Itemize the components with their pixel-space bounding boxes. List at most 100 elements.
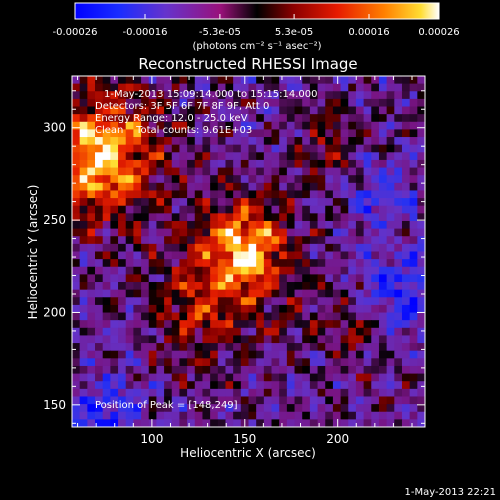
heatmap-cell — [417, 83, 425, 92]
heatmap-cell — [348, 320, 357, 329]
heatmap-cell — [394, 358, 403, 367]
heatmap-cell — [371, 365, 380, 375]
heatmap-cell — [340, 320, 349, 329]
heatmap-cell — [309, 198, 319, 207]
heatmap-cell — [325, 365, 334, 375]
heatmap-cell — [141, 327, 150, 337]
heatmap-cell — [302, 388, 311, 398]
heatmap-cell — [171, 76, 181, 85]
heatmap-cell — [210, 121, 219, 131]
heatmap-cell — [72, 152, 81, 161]
heatmap-cell — [110, 312, 119, 321]
heatmap-cell — [102, 228, 111, 237]
heatmap-cell — [317, 343, 326, 352]
heatmap-cell — [294, 297, 303, 306]
heatmap-cell — [179, 251, 188, 260]
heatmap-cell — [217, 266, 227, 275]
heatmap-cell — [409, 167, 418, 176]
heatmap-cell — [118, 335, 127, 344]
heatmap-cell — [302, 159, 311, 169]
heatmap-cell — [79, 205, 88, 214]
heatmap-cell — [202, 396, 211, 405]
heatmap-cell — [179, 327, 188, 337]
heatmap-cell — [294, 198, 303, 207]
heatmap-cell — [210, 198, 219, 207]
heatmap-cell — [87, 236, 96, 245]
heatmap-cell — [286, 213, 296, 222]
heatmap-cell — [156, 297, 165, 306]
heatmap-cell — [332, 274, 342, 283]
heatmap-cell — [294, 205, 303, 214]
heatmap-cell — [179, 335, 188, 344]
y-tick-label: 150 — [43, 398, 66, 412]
heatmap-cell — [95, 91, 104, 100]
heatmap-cell — [348, 83, 357, 92]
heatmap-cell — [164, 91, 173, 100]
heatmap-cell — [79, 304, 88, 314]
heatmap-cell — [325, 388, 334, 398]
heatmap-cell — [394, 343, 403, 352]
colorbar-tick-label: -0.00016 — [123, 27, 168, 38]
heatmap-cell — [279, 365, 288, 375]
heatmap-cell — [125, 411, 134, 420]
heatmap-cell — [401, 320, 411, 329]
heatmap-cell — [179, 404, 188, 413]
heatmap-cell — [279, 167, 288, 176]
heatmap-cell — [302, 411, 311, 420]
heatmap-cell — [240, 266, 250, 275]
heatmap-cell — [394, 213, 403, 222]
annotation-detectors: Detectors: 3F 5F 6F 7F 8F 9F, Att 0 — [95, 101, 269, 112]
heatmap-cell — [286, 411, 296, 420]
heatmap-cell — [118, 274, 127, 283]
heatmap-cell — [110, 220, 119, 230]
heatmap-cell — [179, 220, 188, 230]
heatmap-cell — [355, 98, 365, 108]
heatmap-cell — [156, 419, 165, 427]
heatmap-cell — [417, 190, 425, 199]
heatmap-cell — [371, 121, 380, 131]
x-tick-label: 150 — [233, 432, 256, 446]
heatmap-cell — [317, 159, 326, 169]
heatmap-cell — [401, 411, 411, 420]
heatmap-cell — [248, 274, 257, 283]
heatmap-cell — [378, 144, 388, 153]
heatmap-cell — [409, 198, 418, 207]
heatmap-cell — [394, 404, 403, 413]
heatmap-cell — [125, 175, 134, 184]
heatmap-cell — [340, 121, 349, 131]
heatmap-cell — [225, 228, 234, 237]
heatmap-cell — [125, 312, 134, 321]
heatmap-cell — [386, 236, 395, 245]
heatmap-cell — [378, 114, 388, 123]
heatmap-cell — [233, 327, 242, 337]
heatmap-cell — [317, 190, 326, 199]
heatmap-cell — [286, 289, 296, 298]
heatmap-cell — [279, 228, 288, 237]
heatmap-cell — [332, 419, 342, 427]
heatmap-cell — [294, 190, 303, 199]
heatmap-cell — [248, 167, 257, 176]
heatmap-cell — [148, 175, 158, 184]
heatmap-cell — [233, 167, 242, 176]
heatmap-cell — [125, 289, 134, 298]
heatmap-cell — [279, 175, 288, 184]
heatmap-cell — [279, 190, 288, 199]
heatmap-cell — [325, 137, 334, 146]
heatmap-cell — [317, 289, 326, 298]
heatmap-cell — [332, 236, 342, 245]
heatmap-cell — [95, 335, 104, 344]
heatmap-cell — [378, 76, 388, 85]
heatmap-cell — [355, 320, 365, 329]
heatmap-cell — [79, 350, 88, 359]
heatmap-cell — [332, 350, 342, 359]
heatmap-cell — [87, 129, 96, 138]
heatmap-cell — [133, 198, 142, 207]
heatmap-cell — [87, 205, 96, 214]
heatmap-cell — [72, 198, 81, 207]
heatmap-cell — [332, 304, 342, 314]
heatmap-cell — [141, 159, 150, 169]
heatmap-cell — [256, 129, 265, 138]
heatmap-cell — [263, 121, 273, 131]
heatmap-cell — [317, 198, 326, 207]
heatmap-cell — [233, 282, 242, 291]
